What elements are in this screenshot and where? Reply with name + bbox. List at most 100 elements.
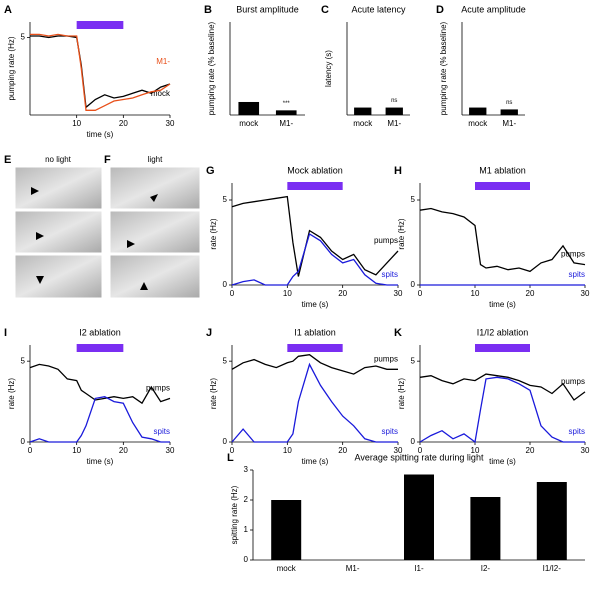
y-tick-label: 5 — [21, 356, 26, 365]
panel-letter: G — [206, 165, 215, 177]
chart-title: Acute latency — [351, 4, 406, 14]
x-tick-label: 10 — [471, 446, 480, 455]
y-axis-label: rate (Hz) — [209, 218, 218, 249]
series-line — [419, 373, 586, 401]
legend-label: M1- — [156, 57, 170, 66]
x-tick-label: mock — [277, 564, 297, 573]
chart-title: M1 ablation — [479, 165, 526, 175]
chart-title: Acute amplitude — [461, 4, 526, 14]
x-tick-label: 30 — [166, 446, 175, 455]
x-tick-label: 20 — [526, 446, 535, 455]
legend-label: spits — [382, 427, 398, 436]
y-axis-label: pumping rate (% baseline) — [207, 21, 216, 115]
panel-letter: C — [321, 4, 329, 16]
x-tick-label: I1- — [414, 564, 424, 573]
bar — [385, 107, 403, 115]
x-tick-label: 20 — [338, 289, 347, 298]
y-axis-label: latency (s) — [324, 50, 333, 87]
legend-label: spits — [569, 270, 585, 279]
annotation: ns — [506, 100, 512, 106]
panel-letter: B — [204, 4, 212, 16]
y-axis-label: rate (Hz) — [209, 378, 218, 409]
bar — [469, 107, 487, 115]
image-label: no light — [45, 155, 72, 164]
x-tick-label: 10 — [283, 289, 292, 298]
bar — [271, 500, 302, 560]
annotation: *** — [283, 101, 291, 107]
x-tick-label: 30 — [394, 446, 403, 455]
panel-letter: H — [394, 165, 402, 177]
legend-label: pumps — [374, 354, 398, 363]
x-tick-label: 20 — [119, 119, 128, 128]
series-line — [231, 354, 398, 375]
x-tick-label: mock — [239, 119, 259, 128]
annotation: ns — [391, 98, 397, 104]
legend-label: spits — [154, 427, 170, 436]
chart-title: Burst amplitude — [236, 4, 299, 14]
y-tick-label: 5 — [21, 33, 26, 42]
series-line — [30, 35, 171, 109]
series-line — [29, 396, 170, 443]
bar — [354, 107, 372, 115]
series-line — [419, 376, 585, 444]
x-tick-label: M1- — [387, 119, 401, 128]
stimulus-bar — [76, 344, 124, 352]
panel-letter: E — [4, 154, 11, 166]
x-tick-label: 0 — [418, 446, 423, 455]
bar — [238, 101, 260, 115]
stimulus-bar — [287, 344, 343, 352]
y-tick-label: 0 — [223, 280, 228, 289]
panel-letter: J — [206, 327, 212, 339]
x-axis-label: time (s) — [87, 457, 114, 466]
x-tick-label: 0 — [230, 289, 235, 298]
y-tick-label: 0 — [244, 555, 249, 564]
x-tick-label: mock — [353, 119, 373, 128]
x-axis-label: time (s) — [87, 130, 114, 139]
y-tick-label: 5 — [411, 195, 416, 204]
y-tick-label: 5 — [411, 356, 416, 365]
micrographs — [14, 166, 201, 299]
x-tick-label: 20 — [119, 446, 128, 455]
chart-title: I2 ablation — [79, 327, 121, 337]
legend-label: pumps — [561, 250, 585, 259]
series-line — [231, 362, 398, 443]
y-axis-label: pumping rate (Hz) — [7, 36, 16, 100]
y-tick-label: 2 — [244, 495, 249, 504]
x-tick-label: 30 — [581, 289, 590, 298]
panel-letter: I — [4, 327, 7, 339]
x-tick-label: 30 — [166, 119, 175, 128]
panel-letter: A — [4, 4, 12, 16]
x-tick-label: 10 — [471, 289, 480, 298]
y-tick-label: 0 — [21, 437, 26, 446]
legend-label: pumps — [561, 377, 585, 386]
y-tick-label: 0 — [411, 280, 416, 289]
y-axis-label: rate (Hz) — [397, 378, 406, 409]
bar — [470, 497, 501, 560]
series-line — [30, 33, 171, 111]
stimulus-bar — [475, 344, 530, 352]
panel-letter: L — [227, 452, 234, 464]
x-tick-label: I1/I2- — [543, 564, 562, 573]
x-tick-label: 10 — [283, 446, 292, 455]
y-axis-label: spitting rate (Hz) — [230, 485, 239, 544]
x-tick-label: M1- — [279, 119, 293, 128]
y-tick-label: 5 — [223, 356, 228, 365]
chart-title: I1/I2 ablation — [477, 327, 529, 337]
y-axis-label: pumping rate (% baseline) — [439, 21, 448, 115]
x-tick-label: 10 — [72, 446, 81, 455]
x-axis-label: time (s) — [489, 457, 516, 466]
x-tick-label: 0 — [418, 289, 423, 298]
y-tick-label: 5 — [223, 195, 228, 204]
y-axis-label: rate (Hz) — [7, 378, 16, 409]
chart-title: Mock ablation — [287, 165, 343, 175]
x-tick-label: I2- — [481, 564, 491, 573]
x-tick-label: 10 — [72, 119, 81, 128]
bar — [500, 109, 518, 115]
x-tick-label: 20 — [338, 446, 347, 455]
series-line — [231, 195, 399, 277]
legend-label: mock — [151, 89, 171, 98]
x-tick-label: 30 — [394, 289, 403, 298]
x-tick-label: mock — [468, 119, 488, 128]
panel-letter: F — [104, 154, 111, 166]
